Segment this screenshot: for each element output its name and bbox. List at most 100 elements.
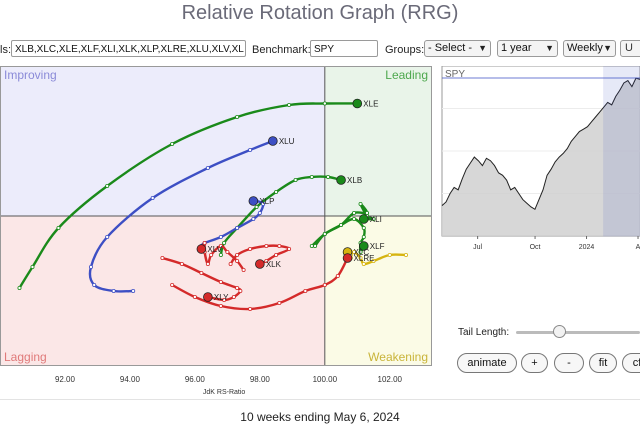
- frequency-select[interactable]: Weekly ▼: [563, 40, 616, 57]
- series-xle: XLE: [17, 98, 378, 290]
- tail-point-xly: [218, 279, 223, 284]
- head-marker-xlk: [255, 259, 265, 269]
- tail-length-track[interactable]: [516, 331, 640, 334]
- benchmark-label: Benchmark:: [252, 44, 311, 56]
- animate-button[interactable]: animate: [457, 353, 517, 373]
- spy-line: [441, 77, 640, 211]
- fit-button[interactable]: fit: [589, 353, 617, 373]
- tail-point-xlc: [358, 255, 363, 260]
- tail-point-xlc: [404, 252, 409, 257]
- spy-area: [442, 78, 640, 237]
- series-label-xlc: XLC: [354, 248, 370, 257]
- tail-point-xly: [235, 285, 240, 290]
- x-tick-label: 102.00: [378, 375, 403, 384]
- tail-length-label: Tail Length:: [458, 327, 510, 338]
- tail-point-xlre: [322, 282, 327, 287]
- tail-point-xlk: [235, 252, 240, 257]
- chevron-down-icon: ▼: [545, 43, 554, 53]
- series-label-xlf: XLF: [370, 242, 385, 251]
- head-marker-xly: [203, 292, 213, 302]
- series-label-xlb: XLB: [347, 176, 362, 185]
- quadrant-leading: [324, 66, 432, 216]
- chevron-down-icon: ▼: [478, 43, 487, 53]
- tail-point-xlf: [352, 216, 357, 221]
- x-tick-label: 96.00: [185, 375, 206, 384]
- tail-point-xlre: [192, 294, 197, 299]
- tail-point-xly: [160, 255, 165, 260]
- series-label-xle: XLE: [363, 100, 378, 109]
- tail-point-xlb: [293, 178, 298, 183]
- head-marker-xlre: [342, 253, 353, 263]
- tail-length-slider[interactable]: [553, 325, 567, 338]
- tail-point-xlb: [326, 175, 331, 180]
- tail-point-xlb: [222, 240, 227, 245]
- tail-point-xly: [222, 297, 227, 302]
- page-title: Relative Rotation Graph (RRG): [181, 2, 459, 24]
- tail-point-xle: [235, 115, 240, 120]
- series-xlf: XLF: [309, 216, 385, 254]
- chevron-down-icon: ▼: [603, 43, 612, 53]
- tail-point-xlc: [371, 258, 376, 263]
- tail-point-xlv: [241, 267, 246, 272]
- tail-point-xly: [199, 270, 204, 275]
- x-tick-label: 98.00: [250, 375, 271, 384]
- period-select-value: 1 year: [501, 42, 532, 54]
- tail-point-xle: [30, 264, 35, 269]
- cf-button[interactable]: cf: [622, 353, 640, 373]
- groups-select-value: - Select -: [428, 42, 473, 54]
- plot-border: [0, 66, 432, 366]
- tail-point-xlf: [358, 249, 363, 254]
- tail-point-xlv: [209, 252, 214, 257]
- frequency-select-value: Weekly: [567, 42, 603, 54]
- quadrant-label-weakening: Weakening: [368, 350, 428, 364]
- tail-point-xlf: [361, 234, 366, 239]
- tail-point-xlu: [88, 264, 93, 269]
- benchmark-input[interactable]: SPY: [310, 40, 378, 57]
- tail-point-xlu: [92, 282, 97, 287]
- tail-point-xle: [287, 103, 292, 108]
- tail-point-xlv: [205, 261, 210, 266]
- head-marker-xlp: [248, 196, 259, 206]
- symbols-input[interactable]: XLB,XLC,XLE,XLF,XLI,XLK,XLP,XLRE,XLU,XLV…: [11, 40, 246, 57]
- tail-point-xlk: [264, 243, 269, 248]
- tail-point-xlk: [277, 243, 282, 248]
- tail-point-xlc: [352, 249, 357, 254]
- head-marker-xle: [352, 98, 363, 109]
- tail-point-xlf: [309, 243, 314, 248]
- tail-point-xly: [238, 288, 243, 293]
- tail-point-xlre: [248, 306, 253, 311]
- update-button[interactable]: U: [620, 40, 640, 57]
- tail-point-xlb: [254, 204, 259, 209]
- tail-point-xlu: [105, 234, 110, 239]
- tail-point-xlv: [218, 243, 223, 248]
- period-select[interactable]: 1 year ▼: [497, 40, 558, 57]
- quadrant-weakening: [324, 216, 432, 366]
- tail-point-xli: [371, 216, 376, 221]
- tail-point-xlp: [261, 201, 266, 206]
- tail-point-xlre: [303, 288, 308, 293]
- zoom-out-button[interactable]: -: [554, 353, 584, 373]
- rrg-chart[interactable]: Improving Leading Lagging Weakening 92.00 94.…: [0, 66, 434, 400]
- tail-point-xli: [352, 210, 357, 215]
- x-tick-label: 100.00: [313, 375, 338, 384]
- series-label-xlu: XLU: [279, 137, 295, 146]
- spy-tail-window: [603, 66, 640, 237]
- tail-point-xlc: [361, 261, 366, 266]
- groups-select[interactable]: - Select - ▼: [424, 40, 491, 57]
- tail-point-xle: [105, 184, 110, 189]
- tail-point-xlu: [111, 288, 116, 293]
- spy-chart: SPY Jul Oct 2024 A: [441, 66, 640, 251]
- spy-x-tick-label: Jul: [473, 244, 482, 251]
- x-tick-label: 94.00: [120, 375, 141, 384]
- zoom-in-button[interactable]: +: [521, 353, 548, 373]
- tail-point-xlv: [235, 258, 240, 263]
- head-marker-xlf: [358, 241, 369, 251]
- tail-point-xlv: [225, 249, 230, 254]
- head-marker-xlb: [336, 175, 346, 185]
- tail-point-xli: [358, 201, 363, 206]
- tail-point-xlre: [277, 300, 282, 305]
- series-label-xlv: XLV: [207, 245, 222, 254]
- spy-title: SPY: [445, 69, 465, 80]
- tail-point-xly: [231, 294, 236, 299]
- quadrant-label-leading: Leading: [385, 68, 428, 82]
